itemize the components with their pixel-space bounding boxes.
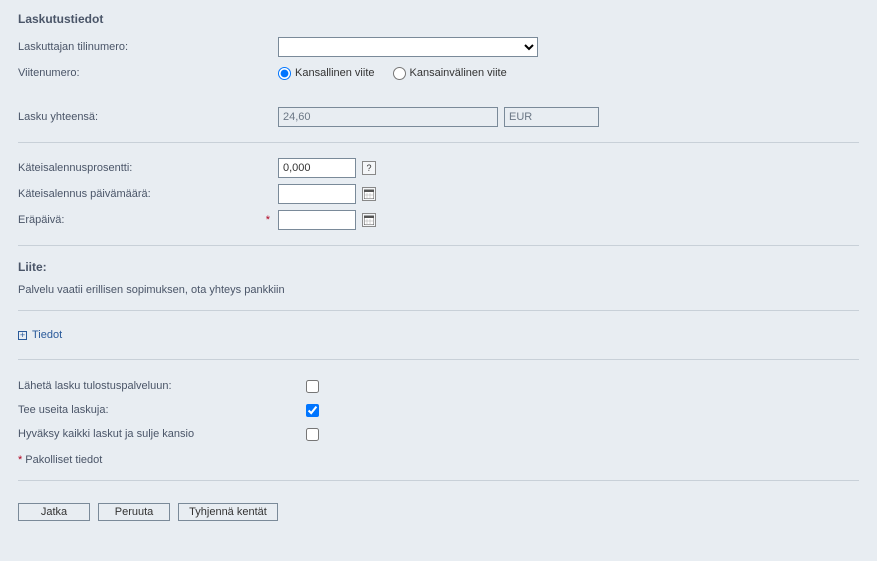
calendar-icon[interactable] <box>362 213 376 227</box>
due-date-input[interactable] <box>278 210 356 230</box>
account-number-select[interactable] <box>278 37 538 57</box>
calendar-icon[interactable] <box>362 187 376 201</box>
approve-all-close-label: Hyväksy kaikki laskut ja sulje kansio <box>18 428 302 440</box>
required-note: *Pakolliset tiedot <box>18 454 859 466</box>
reference-international-radio[interactable] <box>393 67 406 80</box>
invoice-total-label: Lasku yhteensä: <box>18 111 278 123</box>
cash-discount-date-input[interactable] <box>278 184 356 204</box>
details-label: Tiedot <box>32 329 62 341</box>
cash-discount-date-label: Käteisalennus päivämäärä: <box>18 188 278 200</box>
cash-discount-pct-input[interactable] <box>278 158 356 178</box>
help-icon[interactable]: ? <box>362 161 376 175</box>
reference-type-group: Kansallinen viite Kansainvälinen viite <box>278 67 507 80</box>
send-to-print-checkbox[interactable] <box>306 380 319 393</box>
attachment-heading: Liite: <box>18 260 859 274</box>
cash-discount-pct-label: Käteisalennusprosentti: <box>18 162 278 174</box>
send-to-print-label: Lähetä lasku tulostuspalveluun: <box>18 380 302 392</box>
account-number-label: Laskuttajan tilinumero: <box>18 41 278 53</box>
attachment-note: Palvelu vaatii erillisen sopimuksen, ota… <box>18 284 859 296</box>
reference-national-radio[interactable] <box>278 67 291 80</box>
invoice-total-input <box>278 107 498 127</box>
required-asterisk: * <box>266 214 270 226</box>
continue-button[interactable]: Jatka <box>18 503 90 521</box>
clear-button[interactable]: Tyhjennä kentät <box>178 503 278 521</box>
divider <box>18 480 859 481</box>
reference-number-label: Viitenumero: <box>18 67 278 79</box>
make-multiple-checkbox[interactable] <box>306 404 319 417</box>
divider <box>18 359 859 360</box>
make-multiple-label: Tee useita laskuja: <box>18 404 302 416</box>
plus-icon: + <box>18 331 27 340</box>
divider <box>18 142 859 143</box>
divider <box>18 310 859 311</box>
details-expand[interactable]: + Tiedot <box>18 329 62 341</box>
reference-international-label: Kansainvälinen viite <box>410 67 507 79</box>
currency-input <box>504 107 599 127</box>
due-date-label: Eräpäivä: <box>18 214 64 226</box>
billing-heading: Laskutustiedot <box>18 12 859 26</box>
divider <box>18 245 859 246</box>
cancel-button[interactable]: Peruuta <box>98 503 170 521</box>
approve-all-close-checkbox[interactable] <box>306 428 319 441</box>
reference-national-label: Kansallinen viite <box>295 67 375 79</box>
